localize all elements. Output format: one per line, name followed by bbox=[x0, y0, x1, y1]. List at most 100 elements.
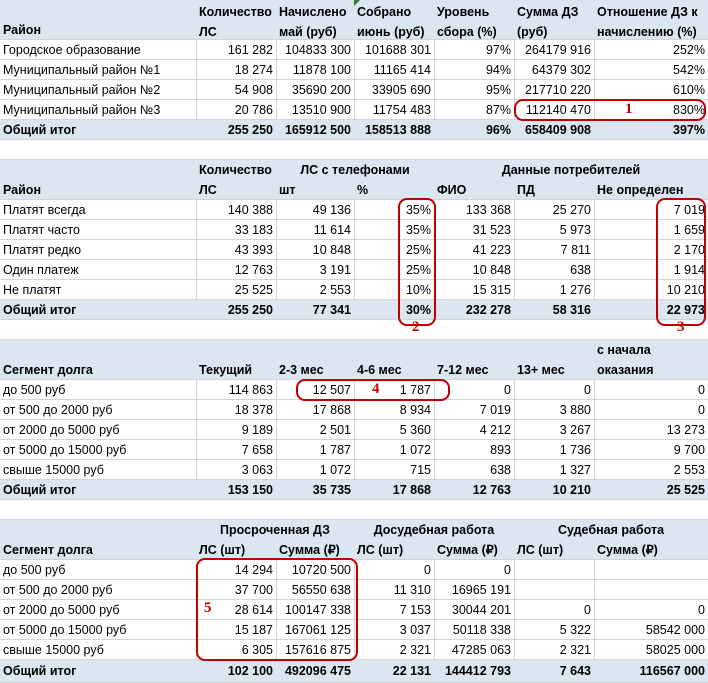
cell[interactable]: 0 bbox=[584, 382, 591, 397]
cell[interactable]: 4 212 bbox=[479, 422, 511, 437]
cell[interactable]: 252% bbox=[673, 42, 705, 57]
cell[interactable]: Не платят bbox=[3, 282, 62, 297]
cell[interactable]: 33905 690 bbox=[371, 82, 431, 97]
cell[interactable]: 144412 793 bbox=[444, 664, 511, 678]
cell[interactable]: 232 278 bbox=[465, 302, 511, 317]
header-cell[interactable]: с начала bbox=[597, 343, 651, 357]
cell[interactable]: 153 150 bbox=[227, 482, 273, 497]
cell[interactable]: 133 368 bbox=[465, 202, 511, 217]
cell[interactable]: 95% bbox=[485, 82, 511, 97]
cell[interactable]: 3 880 bbox=[559, 402, 591, 417]
cell[interactable]: от 2000 до 5000 руб bbox=[3, 422, 120, 437]
cell[interactable]: 10 848 bbox=[472, 262, 511, 277]
header-cell[interactable]: 7-12 мес bbox=[437, 362, 489, 377]
header-cell[interactable]: ПД bbox=[517, 182, 535, 197]
header-cell[interactable]: ЛС (шт) bbox=[517, 542, 564, 557]
cell[interactable]: 158513 888 bbox=[364, 122, 431, 137]
cell[interactable]: 1 736 bbox=[559, 442, 591, 457]
cell[interactable]: 3 267 bbox=[559, 422, 591, 437]
cell[interactable]: до 500 руб bbox=[3, 562, 66, 577]
cell[interactable]: 1 072 bbox=[319, 462, 351, 477]
cell[interactable] bbox=[594, 560, 708, 579]
header-cell[interactable]: % bbox=[357, 182, 369, 197]
cell[interactable]: 33 183 bbox=[234, 222, 273, 237]
header-cell[interactable]: Собрано июнь (руб) bbox=[357, 5, 425, 39]
cell[interactable]: Платят часто bbox=[3, 222, 80, 237]
cell[interactable]: 37 700 bbox=[234, 582, 273, 597]
cell[interactable]: 255 250 bbox=[227, 302, 273, 317]
cell[interactable]: 0 bbox=[424, 562, 431, 577]
cell[interactable]: 1 787 bbox=[399, 382, 431, 397]
cell[interactable]: 0 bbox=[698, 382, 705, 397]
cell[interactable]: 18 274 bbox=[234, 62, 273, 77]
header-cell[interactable]: Отношение ДЗ к начислению (%) bbox=[597, 5, 698, 39]
cell[interactable]: 264179 916 bbox=[524, 42, 591, 57]
cell[interactable]: 30044 201 bbox=[451, 602, 511, 617]
cell[interactable]: 25% bbox=[405, 242, 431, 257]
header-cell[interactable]: Сумма (₽) bbox=[597, 543, 658, 557]
cell[interactable] bbox=[514, 580, 594, 599]
cell[interactable]: 1 914 bbox=[673, 262, 705, 277]
cell[interactable]: 15 315 bbox=[472, 282, 511, 297]
header-cell[interactable]: Сегмент долга bbox=[3, 362, 93, 377]
cell[interactable]: 35 735 bbox=[312, 482, 351, 497]
cell[interactable]: 3 037 bbox=[399, 622, 431, 637]
cell[interactable]: 3 191 bbox=[319, 262, 351, 277]
cell[interactable]: 97% bbox=[485, 42, 511, 57]
cell[interactable]: 161 282 bbox=[227, 42, 273, 57]
cell[interactable]: 10 848 bbox=[312, 242, 351, 257]
cell[interactable]: 157616 875 bbox=[284, 642, 351, 657]
cell[interactable]: 102 100 bbox=[227, 664, 273, 678]
cell[interactable]: 5 360 bbox=[399, 422, 431, 437]
cell[interactable]: 11878 100 bbox=[292, 62, 351, 77]
cell[interactable]: 12 507 bbox=[312, 382, 351, 397]
cell[interactable]: 0 bbox=[698, 602, 705, 617]
cell[interactable]: 35% bbox=[405, 202, 431, 217]
header-cell[interactable]: Текущий bbox=[199, 362, 253, 377]
cell[interactable] bbox=[594, 580, 708, 599]
cell[interactable]: 50118 338 bbox=[452, 622, 511, 637]
cell[interactable]: Городское образование bbox=[3, 42, 141, 57]
header-cell[interactable]: Не определен bbox=[597, 182, 684, 197]
cell[interactable]: 10720 500 bbox=[291, 562, 351, 577]
cell[interactable]: 20 786 bbox=[234, 102, 273, 117]
cell[interactable]: 397% bbox=[673, 122, 705, 137]
cell[interactable]: 12 763 bbox=[472, 482, 511, 497]
cell[interactable]: 94% bbox=[485, 62, 511, 77]
cell[interactable]: 7 153 bbox=[399, 602, 431, 617]
cell[interactable]: 22 131 bbox=[392, 664, 431, 678]
cell[interactable]: 17 868 bbox=[312, 402, 351, 417]
cell[interactable]: 2 321 bbox=[559, 642, 591, 657]
cell[interactable]: от 5000 до 15000 руб bbox=[3, 442, 127, 457]
cell[interactable]: 12 763 bbox=[234, 262, 273, 277]
cell[interactable]: 14 294 bbox=[234, 562, 273, 577]
cell[interactable]: 87% bbox=[485, 102, 511, 117]
cell[interactable]: 64379 302 bbox=[531, 62, 591, 77]
header-cell[interactable]: Сумма (₽) bbox=[279, 543, 340, 557]
cell[interactable]: 6 305 bbox=[241, 642, 273, 657]
cell[interactable]: 17 868 bbox=[392, 482, 431, 497]
cell[interactable] bbox=[514, 560, 594, 579]
header-cell[interactable]: Район bbox=[3, 23, 41, 37]
header-cell[interactable]: ЛС bbox=[199, 182, 217, 197]
cell[interactable]: 96% bbox=[485, 122, 511, 137]
header-cell[interactable]: ЛС (шт) bbox=[199, 542, 246, 557]
cell[interactable]: 16965 191 bbox=[451, 582, 511, 597]
cell[interactable]: 167061 125 bbox=[284, 622, 351, 637]
cell[interactable]: 7 019 bbox=[479, 402, 511, 417]
header-cell[interactable]: Уровень сбора (%) bbox=[437, 5, 497, 39]
cell[interactable]: 217710 220 bbox=[524, 82, 591, 97]
cell[interactable]: Платят всегда bbox=[3, 202, 86, 217]
cell[interactable]: 7 643 bbox=[559, 664, 591, 678]
header-cell[interactable]: Досудебная работа bbox=[373, 523, 495, 537]
cell[interactable]: 41 223 bbox=[472, 242, 511, 257]
cell[interactable]: 2 553 bbox=[319, 282, 351, 297]
cell[interactable]: свыше 15000 руб bbox=[3, 642, 104, 657]
cell[interactable]: 8 934 bbox=[399, 402, 431, 417]
cell[interactable]: 7 658 bbox=[241, 442, 273, 457]
header-cell[interactable]: Начислено май (руб) bbox=[279, 5, 347, 39]
cell[interactable]: 25 270 bbox=[552, 202, 591, 217]
cell[interactable]: 165912 500 bbox=[284, 122, 351, 137]
cell[interactable]: 0 bbox=[584, 602, 591, 617]
cell[interactable]: 25 525 bbox=[666, 482, 705, 497]
